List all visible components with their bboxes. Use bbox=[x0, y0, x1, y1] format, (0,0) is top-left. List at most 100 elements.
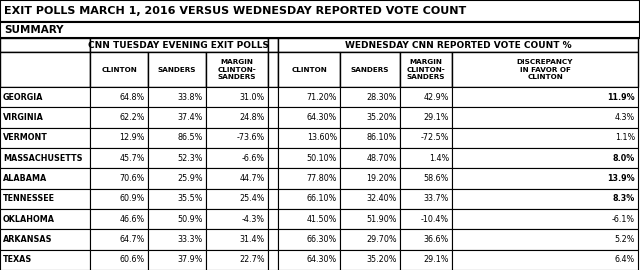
Bar bbox=[278, 128, 340, 148]
Bar bbox=[0, 168, 90, 189]
Text: 50.10%: 50.10% bbox=[307, 154, 337, 163]
Bar bbox=[278, 148, 340, 168]
Text: 29.1%: 29.1% bbox=[424, 113, 449, 122]
Bar bbox=[340, 87, 400, 107]
Text: 41.50%: 41.50% bbox=[307, 215, 337, 224]
Text: CLINTON: CLINTON bbox=[291, 66, 327, 73]
Text: TEXAS: TEXAS bbox=[3, 255, 32, 264]
Bar bbox=[400, 148, 452, 168]
Text: 13.60%: 13.60% bbox=[307, 133, 337, 142]
Text: 35.5%: 35.5% bbox=[177, 194, 203, 203]
Text: 45.7%: 45.7% bbox=[120, 154, 145, 163]
Text: OKLAHOMA: OKLAHOMA bbox=[3, 215, 55, 224]
Text: -6.6%: -6.6% bbox=[242, 154, 265, 163]
Bar bbox=[340, 209, 400, 229]
Bar bbox=[278, 250, 340, 270]
Bar bbox=[148, 148, 206, 168]
Text: 42.9%: 42.9% bbox=[424, 93, 449, 102]
Text: 50.9%: 50.9% bbox=[177, 215, 203, 224]
Bar bbox=[452, 189, 638, 209]
Text: 24.8%: 24.8% bbox=[239, 113, 265, 122]
Text: 58.6%: 58.6% bbox=[424, 174, 449, 183]
Bar bbox=[148, 107, 206, 128]
Bar bbox=[148, 52, 206, 87]
Bar bbox=[340, 52, 400, 87]
Text: 6.4%: 6.4% bbox=[615, 255, 635, 264]
Bar bbox=[0, 38, 90, 52]
Text: 71.20%: 71.20% bbox=[307, 93, 337, 102]
Bar bbox=[400, 229, 452, 250]
Text: 1.1%: 1.1% bbox=[615, 133, 635, 142]
Text: 37.4%: 37.4% bbox=[178, 113, 203, 122]
Text: 66.10%: 66.10% bbox=[307, 194, 337, 203]
Bar bbox=[400, 189, 452, 209]
Bar bbox=[206, 148, 268, 168]
Text: EXIT POLLS MARCH 1, 2016 VERSUS WEDNESDAY REPORTED VOTE COUNT: EXIT POLLS MARCH 1, 2016 VERSUS WEDNESDA… bbox=[4, 6, 467, 16]
Bar bbox=[148, 229, 206, 250]
Text: 52.3%: 52.3% bbox=[177, 154, 203, 163]
Text: 4.3%: 4.3% bbox=[615, 113, 635, 122]
Bar bbox=[0, 107, 90, 128]
Text: 44.7%: 44.7% bbox=[239, 174, 265, 183]
Bar bbox=[0, 209, 90, 229]
Bar bbox=[0, 229, 90, 250]
Bar bbox=[90, 229, 148, 250]
Text: 64.8%: 64.8% bbox=[120, 93, 145, 102]
Bar bbox=[400, 87, 452, 107]
Bar bbox=[0, 87, 90, 107]
Bar bbox=[340, 250, 400, 270]
Text: -73.6%: -73.6% bbox=[237, 133, 265, 142]
Bar bbox=[148, 87, 206, 107]
Text: 32.40%: 32.40% bbox=[367, 194, 397, 203]
Bar bbox=[340, 148, 400, 168]
Text: 66.30%: 66.30% bbox=[307, 235, 337, 244]
Bar bbox=[452, 52, 638, 87]
Bar bbox=[340, 168, 400, 189]
Bar bbox=[206, 209, 268, 229]
Text: 70.6%: 70.6% bbox=[120, 174, 145, 183]
Text: DISCREPANCY
IN FAVOR OF
CLINTON: DISCREPANCY IN FAVOR OF CLINTON bbox=[516, 59, 573, 80]
Text: 8.0%: 8.0% bbox=[612, 154, 635, 163]
Text: 1.4%: 1.4% bbox=[429, 154, 449, 163]
Bar bbox=[90, 52, 148, 87]
Bar bbox=[148, 189, 206, 209]
Text: TENNESSEE: TENNESSEE bbox=[3, 194, 55, 203]
Bar bbox=[206, 189, 268, 209]
Bar bbox=[278, 52, 340, 87]
Text: SANDERS: SANDERS bbox=[157, 66, 196, 73]
Text: 64.7%: 64.7% bbox=[120, 235, 145, 244]
Text: 48.70%: 48.70% bbox=[367, 154, 397, 163]
Bar bbox=[400, 107, 452, 128]
Bar bbox=[90, 107, 148, 128]
Text: 64.30%: 64.30% bbox=[307, 255, 337, 264]
Bar bbox=[206, 128, 268, 148]
Bar bbox=[400, 168, 452, 189]
Text: 8.3%: 8.3% bbox=[612, 194, 635, 203]
Bar bbox=[400, 128, 452, 148]
Bar bbox=[206, 107, 268, 128]
Bar bbox=[0, 0, 640, 22]
Bar bbox=[452, 128, 638, 148]
Bar bbox=[278, 38, 638, 52]
Bar bbox=[268, 38, 278, 52]
Text: 37.9%: 37.9% bbox=[177, 255, 203, 264]
Bar bbox=[452, 87, 638, 107]
Text: 22.7%: 22.7% bbox=[239, 255, 265, 264]
Text: 29.1%: 29.1% bbox=[424, 255, 449, 264]
Text: 35.20%: 35.20% bbox=[367, 113, 397, 122]
Bar bbox=[278, 107, 340, 128]
Text: -10.4%: -10.4% bbox=[421, 215, 449, 224]
Text: 35.20%: 35.20% bbox=[367, 255, 397, 264]
Bar bbox=[0, 22, 640, 38]
Bar bbox=[278, 229, 340, 250]
Text: MARGIN
CLINTON-
SANDERS: MARGIN CLINTON- SANDERS bbox=[406, 59, 445, 80]
Bar bbox=[278, 87, 340, 107]
Bar bbox=[268, 250, 278, 270]
Text: 64.30%: 64.30% bbox=[307, 113, 337, 122]
Text: 86.10%: 86.10% bbox=[367, 133, 397, 142]
Bar bbox=[278, 189, 340, 209]
Text: 33.3%: 33.3% bbox=[178, 235, 203, 244]
Bar bbox=[340, 107, 400, 128]
Bar bbox=[148, 250, 206, 270]
Bar bbox=[452, 209, 638, 229]
